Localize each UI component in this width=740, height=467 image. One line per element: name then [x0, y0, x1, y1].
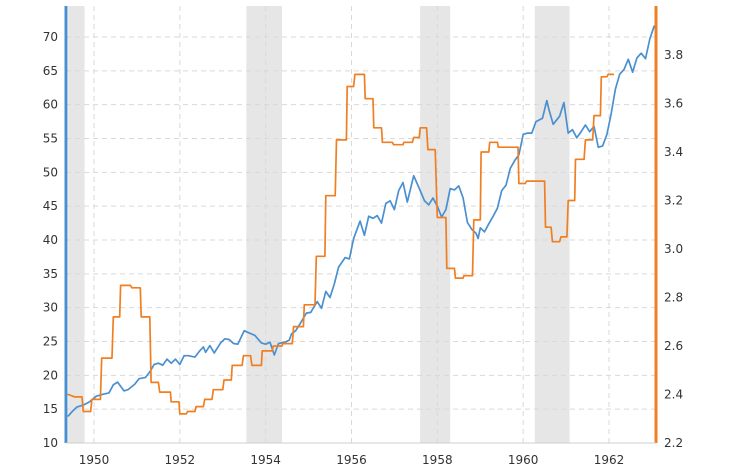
right-tick-label: 3.4: [664, 145, 683, 159]
axes: [64, 6, 658, 444]
left-tick-label: 60: [43, 98, 58, 112]
left-tick-label: 10: [43, 436, 58, 450]
x-tick-label: 1960: [508, 453, 539, 467]
x-tick-label: 1954: [250, 453, 281, 467]
left-tick-label: 35: [43, 267, 58, 281]
left-tick-label: 25: [43, 335, 58, 349]
left-tick-label: 30: [43, 301, 58, 315]
right-tick-label: 3.8: [664, 48, 683, 62]
series-line-left-axis: [67, 25, 657, 417]
grid-lines: [66, 6, 656, 443]
left-axis-tick-labels: 10 15 20 25 30 35 40 45 50 55 60 65 70: [43, 30, 58, 450]
recession-band-1: [68, 6, 85, 443]
left-tick-label: 40: [43, 233, 58, 247]
left-tick-label: 65: [43, 64, 58, 78]
right-tick-label: 2.4: [664, 388, 683, 402]
left-tick-label: 45: [43, 199, 58, 213]
left-tick-label: 20: [43, 368, 58, 382]
left-tick-label: 50: [43, 165, 58, 179]
x-tick-label: 1962: [594, 453, 625, 467]
right-tick-label: 2.2: [664, 436, 683, 450]
left-tick-label: 70: [43, 30, 58, 44]
series-line-right-axis: [67, 73, 615, 415]
x-tick-label: 1956: [336, 453, 367, 467]
right-tick-label: 3.0: [664, 242, 683, 256]
right-tick-label: 2.8: [664, 291, 683, 305]
left-tick-label: 15: [43, 402, 58, 416]
recession-band-2: [246, 6, 282, 443]
x-tick-label: 1952: [165, 453, 196, 467]
right-axis-tick-labels: 2.2 2.4 2.6 2.8 3.0 3.2 3.4 3.6 3.8: [664, 48, 683, 450]
x-axis-tick-labels: 1950 1952 1954 1956 1958 1960 1962: [79, 453, 625, 467]
x-tick-label: 1958: [422, 453, 453, 467]
recession-shading: [68, 6, 570, 443]
series-layer: [67, 25, 657, 417]
right-tick-label: 3.6: [664, 97, 683, 111]
left-tick-label: 55: [43, 132, 58, 146]
x-tick-label: 1950: [79, 453, 110, 467]
recession-band-4: [534, 6, 570, 443]
right-tick-label: 3.2: [664, 194, 683, 208]
right-tick-label: 2.6: [664, 339, 683, 353]
